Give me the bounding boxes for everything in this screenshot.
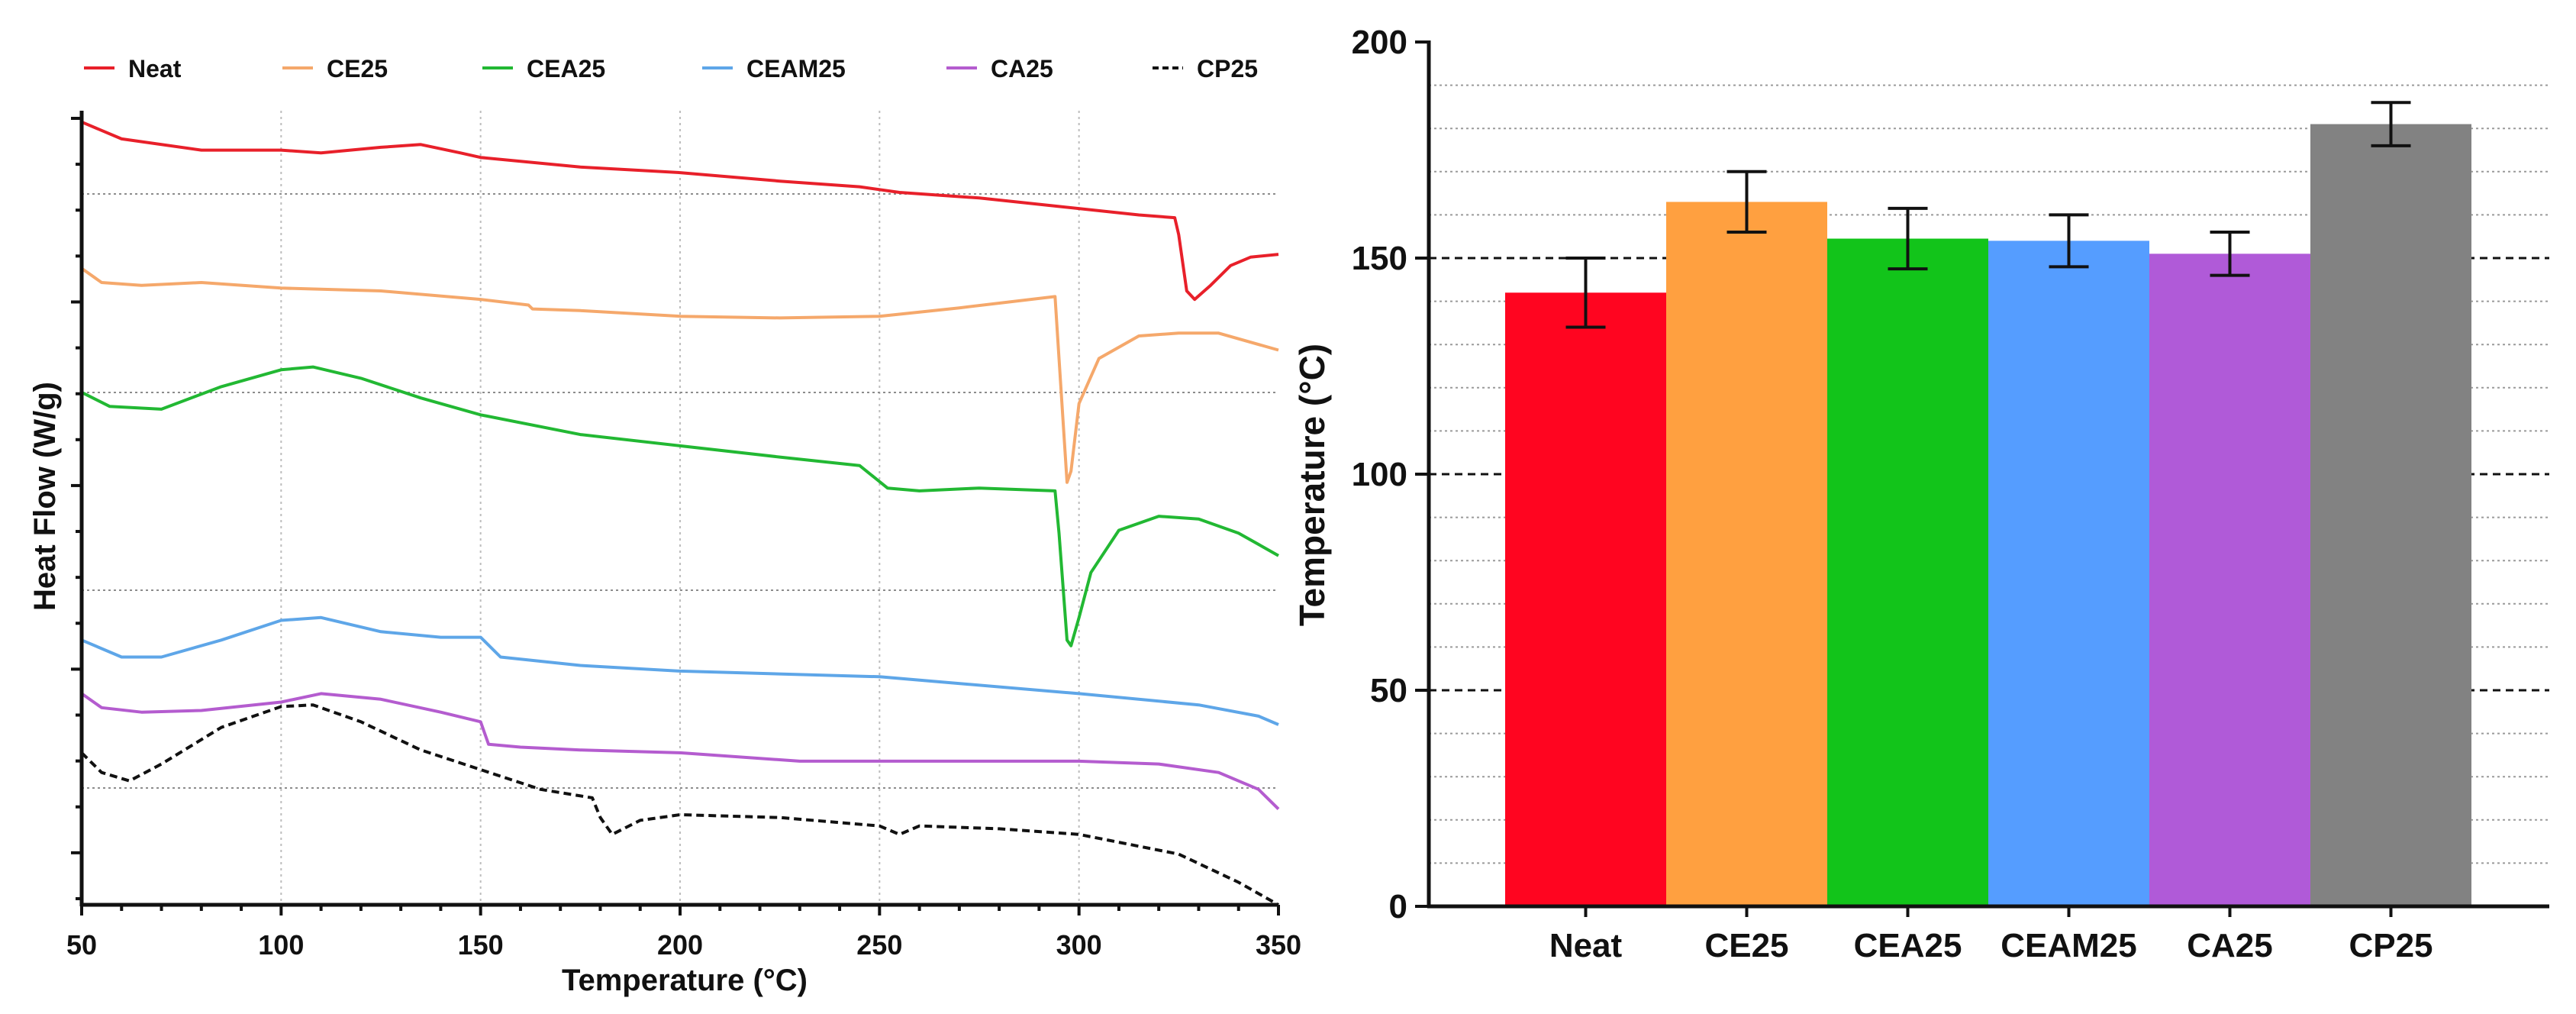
bar-y-tick-label: 200 [1352,24,1407,61]
dsc-chart: 50 100 150 200 250 300 350 Neat CE25 CEA25 CEAM25… [28,55,1301,997]
category-label-ce25: CE25 [1704,927,1788,964]
legend-cp25-label: CP25 [1197,55,1258,82]
legend-neat-label: Neat [128,55,182,82]
bar-ca25 [2149,253,2310,907]
legend-ce25-label: CE25 [327,55,388,82]
bar-ce25 [1666,202,1827,906]
dsc-series-lines [80,120,1280,906]
dsc-series-cp25-line [80,703,1279,906]
dsc-x-tick-labels: 50 100 150 200 250 300 350 [66,929,1301,961]
dsc-y-axis-title: Heat Flow (W/g) [28,382,62,611]
bar-y-tick-label: 0 [1389,888,1407,925]
dsc-series-ce25-line [80,266,1279,484]
bar-y-tick-label: 150 [1352,240,1407,277]
dsc-x-tick-label: 350 [1256,929,1301,961]
bar-y-tick-labels: 0 50 100 150 200 [1352,24,1407,925]
dsc-series-ceam25-line [81,615,1279,726]
bar-chart: 0 50 100 150 200 Neat CE25 CEA25 CEAM25 CA25 CP25… [1292,24,2549,964]
dsc-x-tick-label: 100 [258,929,304,961]
bar-error-bars [1565,101,2411,329]
dsc-series-cea25-line [81,365,1279,647]
category-label-ceam25: CEAM25 [2001,927,2137,964]
dsc-x-tick-label: 250 [856,929,902,961]
category-label-cea25: CEA25 [1854,927,1962,964]
bar-ceam25 [1988,241,2149,906]
legend-ca25-label: CA25 [991,55,1053,82]
dsc-series-neat-line [81,120,1279,302]
dsc-grid [82,111,1278,905]
dsc-series-ca25-line [80,692,1280,811]
category-label-ca25: CA25 [2187,927,2273,964]
bar-cea25 [1827,238,1988,906]
bar-axes [1415,40,2549,917]
category-label-cp25: CP25 [2349,927,2433,964]
bar-cp25 [2310,124,2471,906]
bar-series [1505,124,2471,907]
legend-cea25-label: CEA25 [527,55,605,82]
dsc-x-axis-title: Temperature (°C) [562,964,808,997]
bar-category-labels: Neat CE25 CEA25 CEAM25 CA25 CP25 [1549,927,2433,964]
legend-ceam25-label: CEAM25 [746,55,846,82]
dsc-x-tick-label: 300 [1056,929,1102,961]
bar-y-tick-label: 50 [1370,672,1407,709]
dsc-x-tick-label: 200 [657,929,703,961]
dsc-x-tick-label: 50 [66,929,97,961]
category-label-neat: Neat [1549,927,1623,964]
bar-y-axis-title: Temperature (°C) [1292,344,1332,626]
dsc-axes [71,111,1280,916]
bar-neat [1505,292,1666,906]
bar-y-tick-label: 100 [1352,456,1407,493]
dsc-x-tick-label: 150 [458,929,504,961]
dsc-legend: Neat CE25 CEA25 CEAM25 CA25 CP25 [84,55,1258,82]
